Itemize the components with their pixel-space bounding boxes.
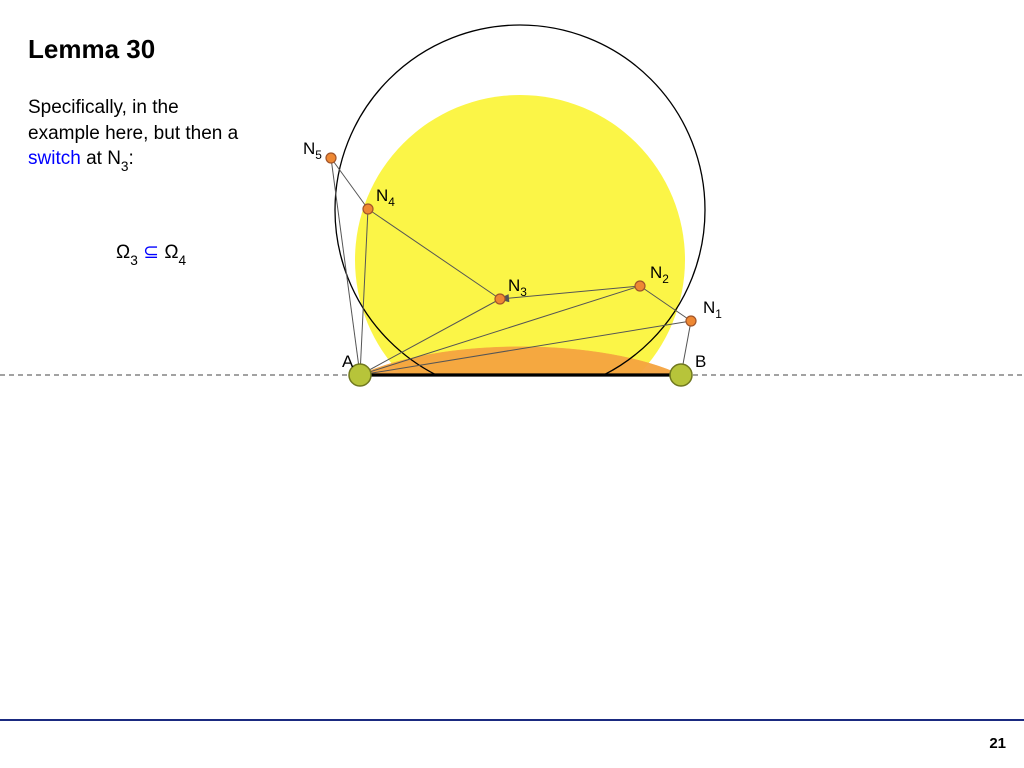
page-number: 21 — [989, 735, 1006, 752]
svg-text:N5: N5 — [303, 139, 322, 162]
svg-text:N1: N1 — [703, 298, 722, 321]
svg-text:A: A — [342, 352, 354, 371]
footer-rule — [0, 719, 1024, 721]
geometry-diagram: ABN1N2N3N4N5 — [0, 0, 1024, 420]
svg-text:B: B — [695, 352, 706, 371]
